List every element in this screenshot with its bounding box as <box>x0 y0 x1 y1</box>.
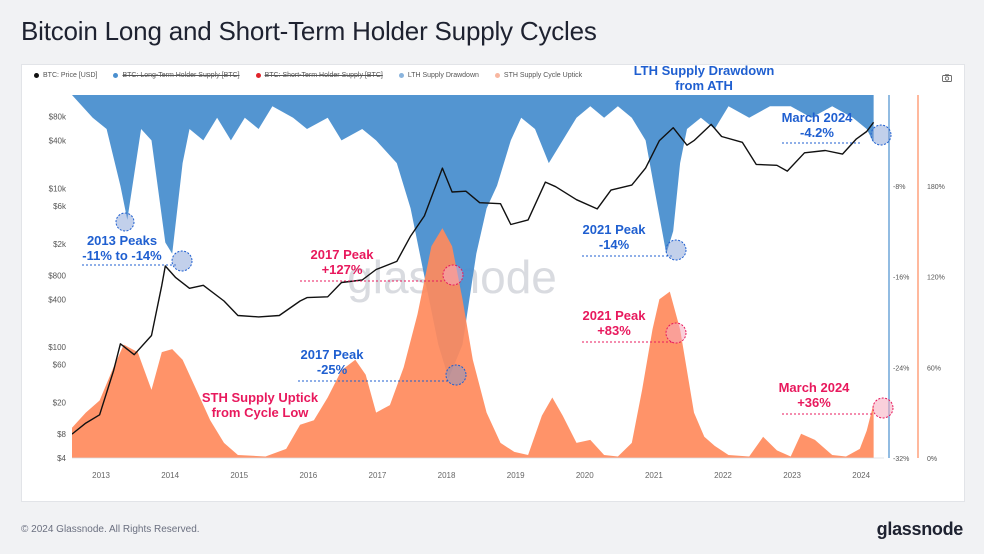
price-tick-label: $100 <box>48 343 66 352</box>
annotation-text-sth-cycle-low: STH Supply Uptick <box>202 390 319 405</box>
legend-item-4[interactable]: STH Supply Cycle Uptick <box>494 72 583 79</box>
chart-plot: glassnode 2013 2014 2015 2016 2017 2018 2019 202… <box>48 65 945 480</box>
x-tick-label: 2014 <box>161 471 179 480</box>
legend-item-1[interactable]: BTC: Long-Term Holder Supply [BTC] <box>113 72 240 79</box>
uptick-tick-label: 0% <box>927 456 937 463</box>
price-tick-label: $80k <box>49 113 67 122</box>
price-tick-label: $400 <box>48 295 66 304</box>
x-tick-label: 2016 <box>299 471 317 480</box>
price-tick-label: $40k <box>49 137 67 146</box>
lth-drawdown-area <box>72 95 874 379</box>
annotation-text-mar2024-sth: +36% <box>797 395 831 410</box>
drawdown-tick-label: -24% <box>893 365 909 372</box>
price-line <box>72 121 875 435</box>
x-tick-label: 2017 <box>369 471 387 480</box>
annotation-text-sth-cycle-low: from Cycle Low <box>212 405 310 420</box>
annotation-text-mar2024-lth: -4.2% <box>800 125 834 140</box>
legend-label: BTC: Long-Term Holder Supply [BTC] <box>122 72 240 79</box>
legend-swatch <box>34 73 39 78</box>
x-tick-label: 2021 <box>645 471 663 480</box>
x-tick-label: 2022 <box>714 471 732 480</box>
annotation-text-peak2017-lth: 2017 Peak <box>301 347 365 362</box>
price-tick-label: $8 <box>57 430 66 439</box>
annotation-text-peaks2013: 2013 Peaks <box>87 233 157 248</box>
annotation-marker <box>665 239 687 261</box>
x-tick-label: 2015 <box>230 471 248 480</box>
legend-label: BTC: Price [USD] <box>43 72 98 79</box>
price-tick-label: $6k <box>53 202 67 211</box>
x-tick-label: 2024 <box>852 471 870 480</box>
plot-area: glassnode <box>72 95 875 458</box>
legend-label: BTC: Short-Term Holder Supply [BTC] <box>264 72 383 79</box>
annotation-marker <box>665 322 687 344</box>
annotation-text-peak2021-sth: 2021 Peak <box>583 308 647 323</box>
brand-logo: glassnode <box>876 519 964 539</box>
legend-swatch <box>255 73 261 78</box>
legend-swatch <box>113 73 119 78</box>
annotation-text-mar2024-sth: March 2024 <box>779 380 851 395</box>
legend-item-2[interactable]: BTC: Short-Term Holder Supply [BTC] <box>255 72 383 79</box>
chart-legend: BTC: Price [USD] BTC: Long-Term Holder Su… <box>34 72 582 79</box>
annotation-text-lth-ath: LTH Supply Drawdown <box>634 65 775 78</box>
annotation-marker <box>442 264 464 286</box>
price-tick-label: $20 <box>53 399 67 408</box>
legend-swatch <box>494 73 500 78</box>
legend-item-3[interactable]: LTH Supply Drawdown <box>398 72 479 79</box>
annotation-marker <box>872 397 894 419</box>
uptick-tick-label: 60% <box>927 365 941 372</box>
annotation-text-peak2017-sth: 2017 Peak <box>311 247 375 262</box>
page-title: Bitcoin Long and Short-Term Holder Suppl… <box>21 16 597 46</box>
annotation-text-lth-ath: from ATH <box>675 78 733 93</box>
price-tick-label: $2k <box>53 240 67 249</box>
annotation-text-peak2017-sth: +127% <box>322 262 363 277</box>
annotation-text-peak2017-lth: -25% <box>317 362 348 377</box>
annotation-text-peak2021-lth: 2021 Peak <box>583 222 647 237</box>
uptick-tick-label: 180% <box>927 184 945 191</box>
annotation-text-peaks2013: -11% to -14% <box>82 248 162 263</box>
camera-icon[interactable] <box>942 74 952 82</box>
x-tick-label: 2013 <box>92 471 110 480</box>
legend-label: LTH Supply Drawdown <box>407 72 479 79</box>
drawdown-tick-label: -32% <box>893 456 909 463</box>
price-tick-label: $800 <box>48 271 66 280</box>
drawdown-tick-label: -16% <box>893 275 909 282</box>
x-tick-label: 2020 <box>576 471 594 480</box>
x-tick-label: 2023 <box>783 471 801 480</box>
annotation-text-peak2021-lth: -14% <box>599 237 630 252</box>
annotation-marker <box>445 364 467 386</box>
price-tick-label: $60 <box>53 361 67 370</box>
drawdown-tick-label: -8% <box>893 184 905 191</box>
x-tick-label: 2018 <box>438 471 456 480</box>
legend-label: STH Supply Cycle Uptick <box>503 72 583 79</box>
sth-uptick-area <box>72 228 874 458</box>
chart-card: BTC: Price [USD] BTC: Long-Term Holder Su… <box>21 64 965 502</box>
legend-swatch <box>398 73 404 78</box>
copyright-text: © 2024 Glassnode. All Rights Reserved. <box>21 524 200 535</box>
annotation-text-peak2021-sth: +83% <box>597 323 631 338</box>
annotation-marker <box>115 212 135 232</box>
legend-item-0[interactable]: BTC: Price [USD] <box>34 72 97 79</box>
uptick-tick-label: 120% <box>927 275 945 282</box>
annotation-marker <box>870 124 892 146</box>
annotation-text-mar2024-lth: March 2024 <box>782 110 854 125</box>
x-tick-label: 2019 <box>507 471 525 480</box>
annotation-marker <box>171 250 193 272</box>
price-tick-label: $4 <box>57 454 66 463</box>
price-tick-label: $10k <box>49 184 67 193</box>
